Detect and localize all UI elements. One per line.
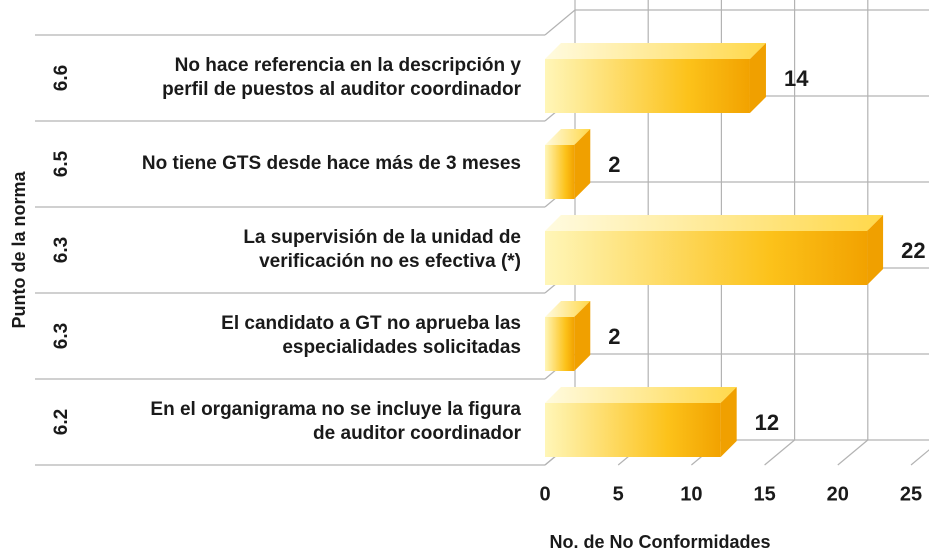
category-code: 6.2 bbox=[51, 409, 72, 435]
category-code: 6.5 bbox=[51, 150, 72, 177]
bar-top bbox=[545, 215, 884, 231]
x-tick-label: 20 bbox=[827, 483, 849, 505]
bar-top bbox=[545, 301, 591, 317]
category-label: verificación no es efectiva (*) bbox=[259, 251, 521, 272]
bar-side bbox=[574, 129, 591, 199]
bar bbox=[545, 231, 868, 285]
bar bbox=[545, 59, 750, 113]
bar bbox=[545, 317, 575, 371]
category-label: El candidato a GT no aprueba las bbox=[221, 313, 521, 334]
bar-side bbox=[749, 43, 766, 113]
x-tick-label: 0 bbox=[539, 483, 550, 505]
grid-line bbox=[910, 449, 929, 466]
category-label: En el organigrama no se incluye la figur… bbox=[150, 399, 521, 420]
value-label: 2 bbox=[608, 324, 620, 349]
category-label: especialidades solicitadas bbox=[282, 337, 521, 358]
bar-top bbox=[545, 129, 591, 145]
x-tick-label: 15 bbox=[753, 483, 775, 505]
category-label: de auditor coordinador bbox=[313, 423, 522, 444]
grid-line bbox=[837, 439, 869, 466]
category-code: 6.3 bbox=[51, 237, 72, 263]
bar bbox=[545, 145, 575, 199]
value-label: 12 bbox=[755, 410, 779, 435]
bar-side bbox=[720, 387, 737, 457]
value-label: 22 bbox=[901, 238, 925, 263]
bar-side bbox=[574, 301, 591, 371]
category-code: 6.6 bbox=[51, 65, 72, 91]
x-tick-label: 5 bbox=[613, 483, 624, 505]
category-label: No hace referencia en la descripción y bbox=[175, 55, 522, 76]
x-axis-title: No. de No Conformidades bbox=[549, 532, 770, 552]
bar-side bbox=[867, 215, 884, 285]
row-line bbox=[544, 9, 576, 36]
x-tick-label: 10 bbox=[680, 483, 702, 505]
category-label: perfil de puestos al auditor coordinador bbox=[162, 79, 522, 100]
bar bbox=[545, 403, 721, 457]
y-axis-title: Punto de la norma bbox=[9, 171, 29, 329]
value-label: 2 bbox=[608, 152, 620, 177]
category-label: La supervisión de la unidad de bbox=[243, 227, 521, 248]
grid-line bbox=[764, 439, 795, 466]
category-code: 6.3 bbox=[51, 323, 72, 349]
bar-top bbox=[545, 43, 766, 59]
value-label: 14 bbox=[784, 66, 809, 91]
category-label: No tiene GTS desde hace más de 3 meses bbox=[142, 153, 521, 174]
x-tick-label: 25 bbox=[900, 483, 922, 505]
bar-top bbox=[545, 387, 737, 403]
